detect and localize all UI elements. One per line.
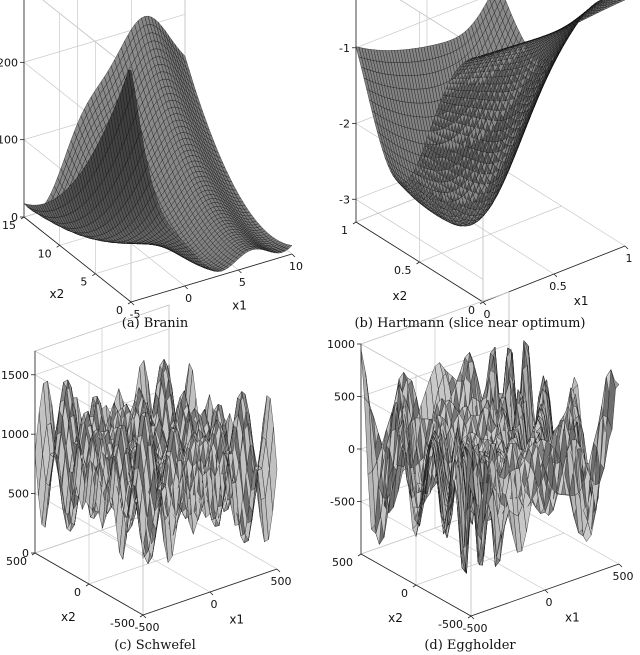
- z-tick-label: -1: [339, 42, 350, 55]
- z-tick-label: 0: [11, 211, 18, 224]
- x-tick: [291, 253, 296, 258]
- y-tick: [352, 221, 357, 225]
- gridline-y: [88, 537, 224, 585]
- x-tick-label: 10: [289, 260, 303, 273]
- panel-branin: -505100510150100200300x1x2: [0, 0, 303, 321]
- z-tick-label: -2: [339, 118, 350, 131]
- x-tick-label: 0: [185, 292, 192, 305]
- y-tick: [416, 261, 420, 265]
- x-tick-label: 0.5: [549, 280, 567, 293]
- x-axis-label: x1: [574, 294, 589, 308]
- x-tick: [482, 301, 487, 306]
- x-tick: [238, 269, 242, 274]
- y-tick: [56, 245, 60, 248]
- z-tick-label: 100: [0, 134, 18, 147]
- y-tick-label: 0.5: [394, 264, 412, 277]
- x-tick: [553, 273, 558, 278]
- x-tick: [624, 245, 629, 250]
- y-axis-label: x2: [392, 289, 407, 303]
- x-tick-label: 5: [239, 276, 246, 289]
- surface: [23, 15, 293, 272]
- y-tick: [127, 301, 132, 305]
- y-tick-label: 5: [80, 276, 87, 289]
- x-tick-label: 1: [626, 252, 633, 265]
- x-tick: [130, 301, 135, 306]
- y-tick-label: 10: [38, 247, 52, 260]
- z-tick-label: -3: [339, 193, 350, 206]
- y-axis-label: x2: [49, 287, 64, 301]
- y-tick-label: 1: [341, 224, 348, 237]
- z-tick-label: 200: [0, 56, 18, 69]
- x-axis-label: x1: [232, 299, 247, 313]
- gridline-z: [42, 0, 132, 71]
- surface: [355, 0, 626, 227]
- y-tick: [92, 273, 96, 276]
- x-tick: [184, 285, 188, 290]
- surface: [34, 359, 278, 564]
